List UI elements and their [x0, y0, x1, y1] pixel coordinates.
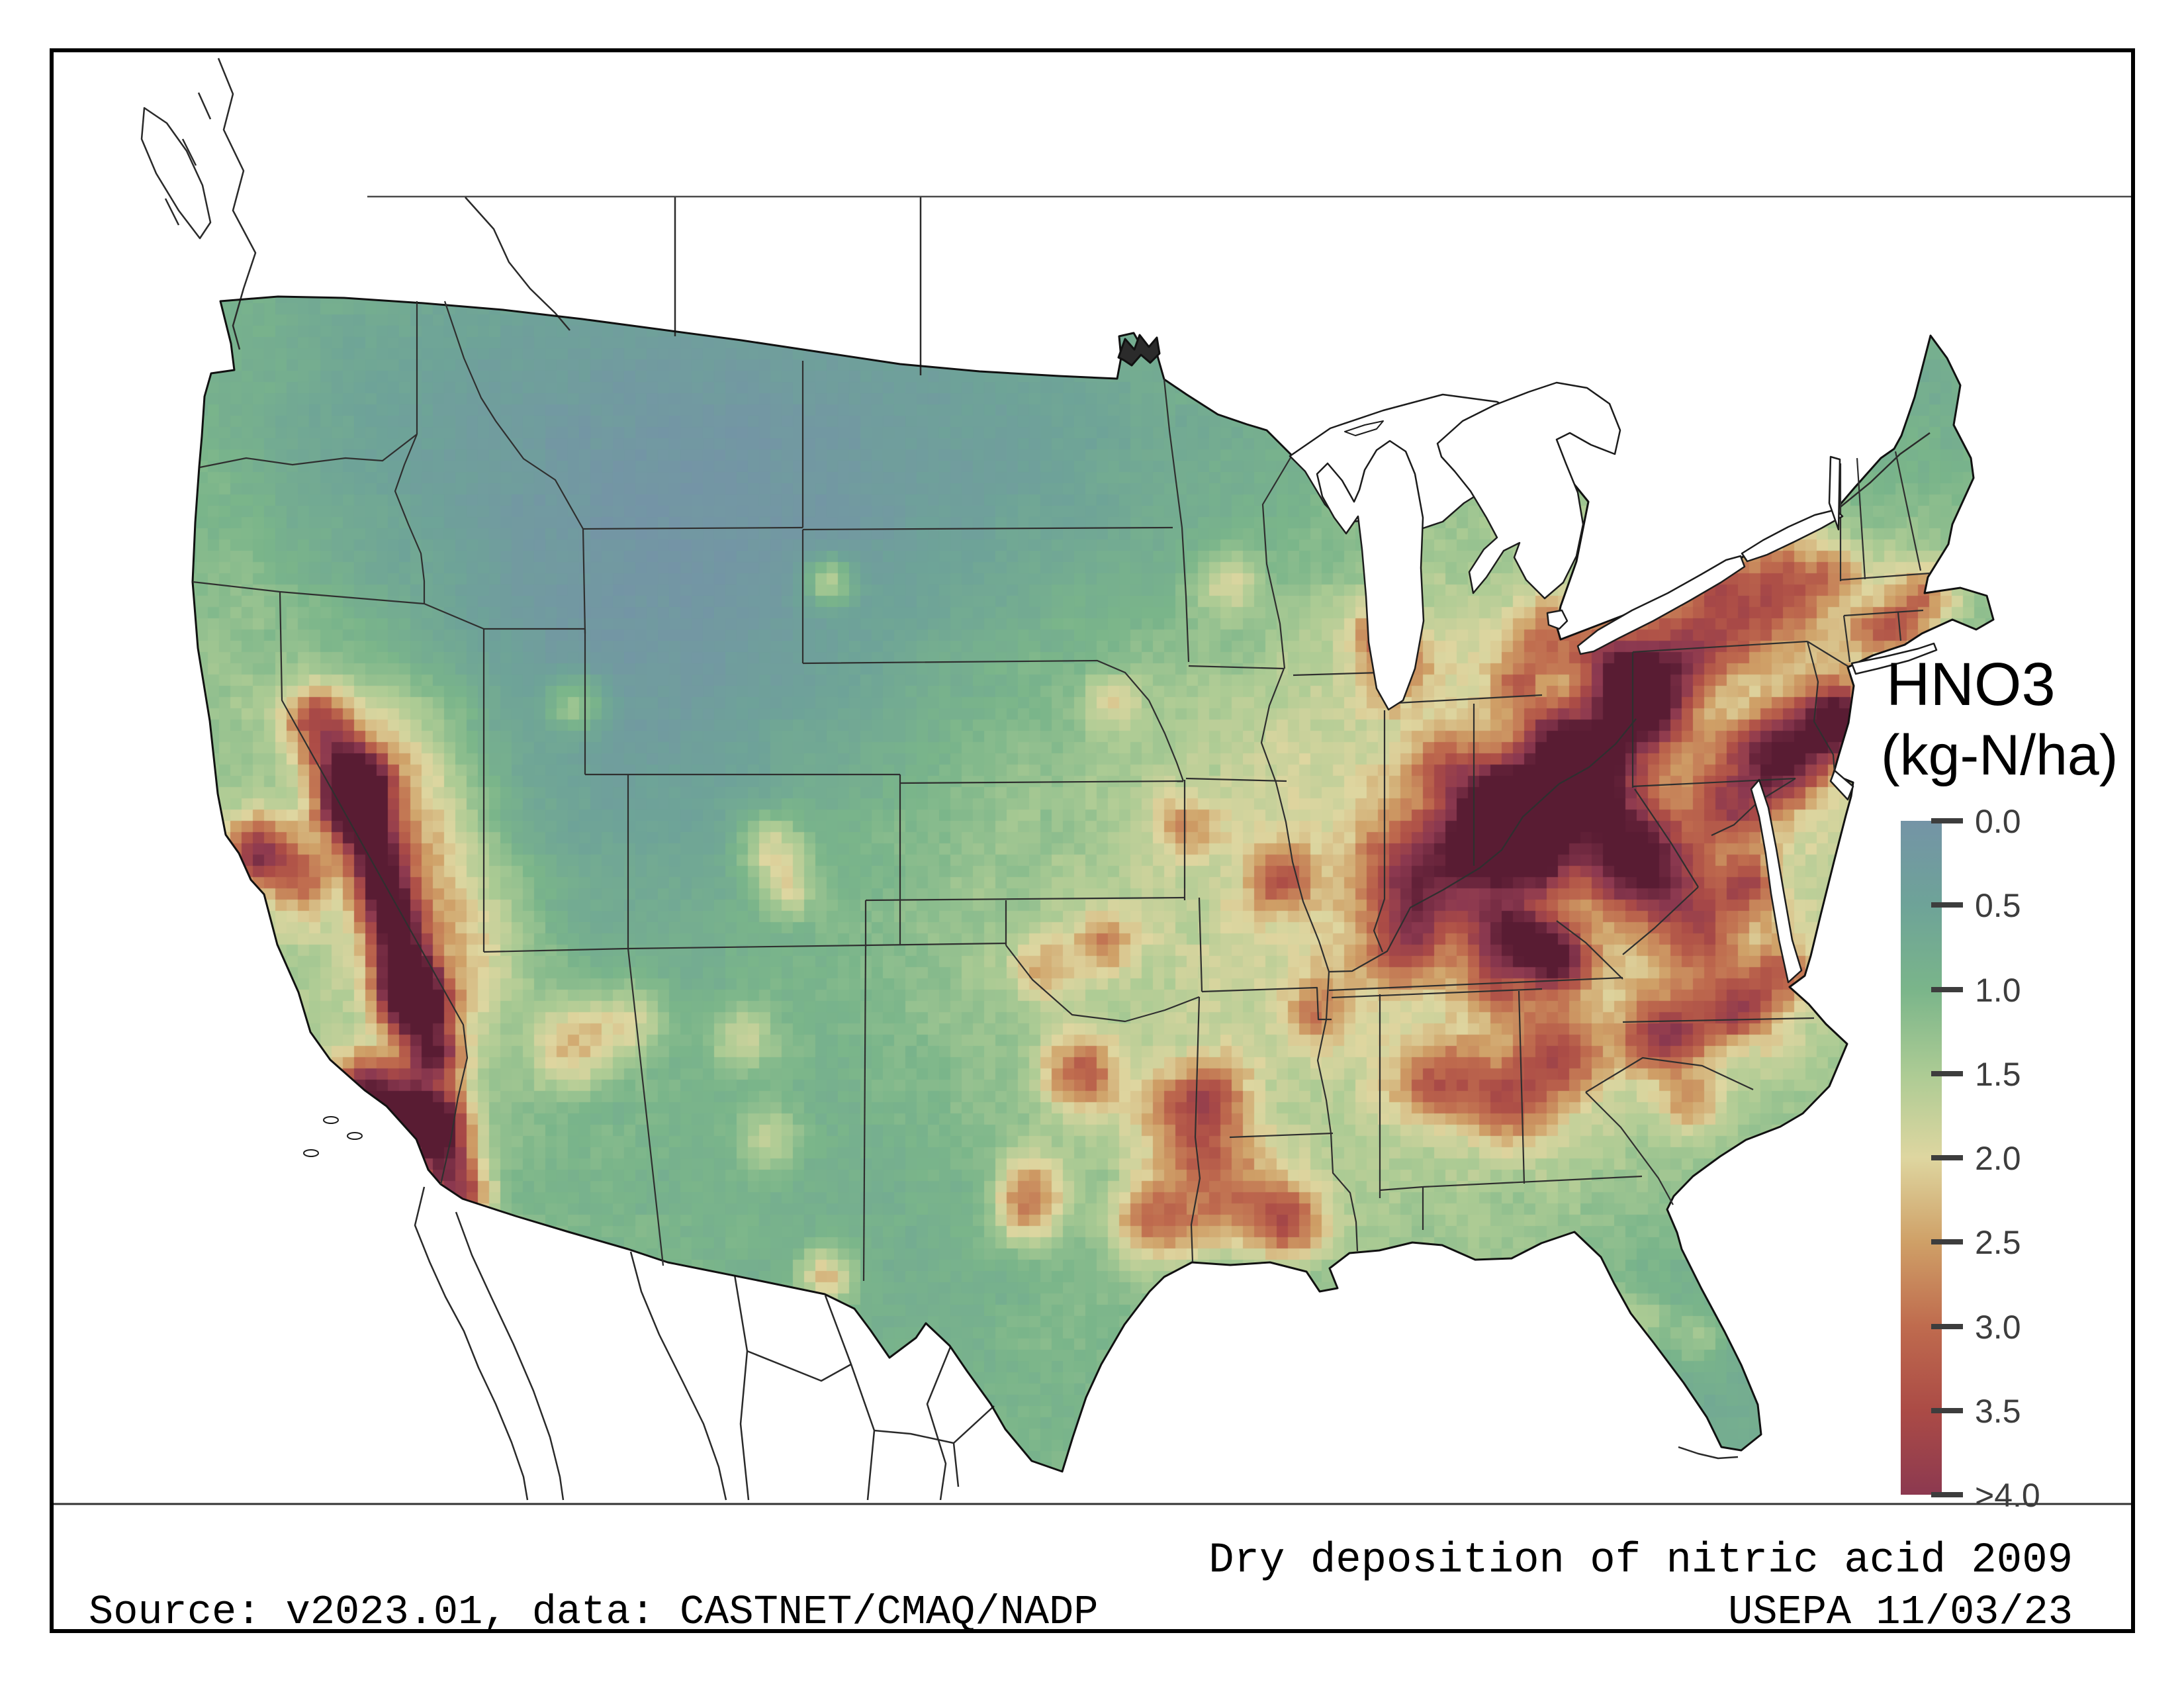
legend-tick-label: 0.5	[1975, 889, 2021, 922]
agency-credit: USEPA 11/03/23	[1728, 1589, 2073, 1636]
legend-tick-label: 3.5	[1975, 1395, 2021, 1428]
legend-tick-label: 0.0	[1975, 805, 2021, 838]
legend-tick-mark	[1931, 1071, 1963, 1076]
legend-tick-mark	[1931, 1408, 1963, 1413]
legend-tick-label: 2.5	[1975, 1226, 2021, 1259]
legend-tick-mark	[1931, 1324, 1963, 1329]
legend-tick-mark	[1931, 818, 1963, 823]
legend-tick-label: 2.0	[1975, 1142, 2021, 1175]
legend-tick-label: 3.0	[1975, 1311, 2021, 1344]
map-title: Dry deposition of nitric acid 2009	[1208, 1537, 2073, 1585]
legend-tick-mark	[1931, 1239, 1963, 1244]
legend-tick-label: 1.5	[1975, 1058, 2021, 1091]
figure-frame	[50, 48, 2135, 1633]
legend-tick-mark	[1931, 1492, 1963, 1497]
legend-tick-mark	[1931, 987, 1963, 992]
legend-tick-label: >4.0	[1975, 1479, 2040, 1512]
legend-tick-mark	[1931, 902, 1963, 908]
legend-tick-label: 1.0	[1975, 974, 2021, 1007]
legend-tick-mark	[1931, 1155, 1963, 1160]
source-note: Source: v2023.01, data: CASTNET/CMAQ/NAD…	[89, 1589, 1098, 1636]
legend-title-units: (kg-N/ha)	[1881, 723, 2118, 788]
legend-title-pollutant: HNO3	[1886, 650, 2056, 720]
